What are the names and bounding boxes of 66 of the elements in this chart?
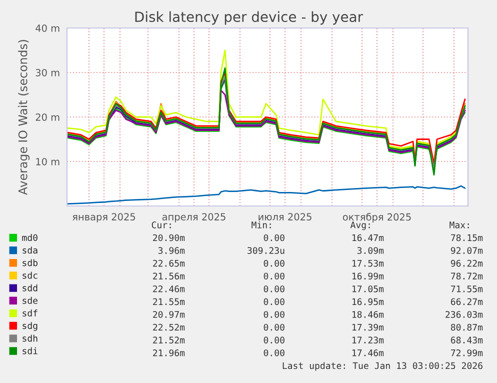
text: 16.99m bbox=[352, 272, 384, 280]
text: 0.00 bbox=[264, 260, 284, 267]
text: 72.99m bbox=[451, 349, 483, 356]
legend-label: sdb bbox=[22, 259, 38, 266]
text: 0.00 bbox=[264, 336, 284, 344]
text: 96.22m bbox=[450, 260, 483, 267]
text: 18.46m bbox=[352, 311, 384, 318]
text: 22.65m bbox=[153, 260, 185, 267]
line-series bbox=[67, 185, 466, 204]
text: 21.55m bbox=[153, 298, 185, 306]
text: 17.39m bbox=[352, 324, 384, 331]
text: 92.07m bbox=[450, 247, 483, 254]
legend-label: sde bbox=[22, 296, 38, 304]
text: 71.55m bbox=[451, 286, 483, 292]
text: Cur: bbox=[152, 222, 171, 228]
text: 0.00 bbox=[264, 324, 284, 331]
text: Min: bbox=[252, 221, 271, 228]
legend-label: sda bbox=[22, 246, 38, 254]
legend-label: sdd bbox=[22, 284, 38, 292]
y-tick-label: 30 m bbox=[36, 68, 60, 76]
text: 80.87m bbox=[450, 324, 483, 331]
text: 21.52m bbox=[153, 336, 185, 344]
text: 0.00 bbox=[264, 311, 284, 318]
text: 236.03m bbox=[446, 311, 483, 318]
text: 78.15m bbox=[451, 234, 483, 242]
y-tick-label: 40 m bbox=[36, 24, 60, 32]
y-axis-title: Average IO Wait (seconds) bbox=[18, 40, 30, 195]
text: 0.00 bbox=[264, 272, 284, 280]
text: 20.97m bbox=[153, 311, 185, 318]
text: 0.00 bbox=[264, 234, 284, 242]
x-tick-label: апреля 2025 bbox=[162, 213, 226, 222]
text: 3.09m bbox=[357, 247, 384, 254]
text: 17.53m bbox=[352, 260, 384, 267]
text: 0.00 bbox=[264, 285, 284, 292]
text: 0.00 bbox=[264, 349, 284, 356]
text: 21.96m bbox=[153, 349, 185, 356]
text: 3.96m bbox=[158, 247, 185, 254]
text: 17.05m bbox=[352, 285, 384, 292]
x-tick-label: июля 2025 bbox=[258, 213, 312, 220]
text: 17.23m bbox=[352, 336, 384, 344]
text: 309.23u bbox=[248, 247, 284, 254]
legend-label: sdg bbox=[22, 322, 38, 331]
text: Avg: bbox=[350, 222, 370, 230]
y-tick-label: 20 m bbox=[36, 113, 60, 121]
text: 68.43m bbox=[450, 336, 483, 344]
legend-label: sdi bbox=[22, 347, 38, 354]
text: 17.46m bbox=[352, 349, 384, 356]
chart-title: Disk latency per device - by year bbox=[135, 11, 364, 25]
legend-label: sdh bbox=[22, 334, 38, 342]
legend-label: sdf bbox=[22, 310, 38, 316]
text: 66.27m bbox=[450, 298, 483, 306]
text: 16.47m bbox=[352, 234, 384, 242]
text: 0.00 bbox=[264, 298, 284, 306]
legend-label: md0 bbox=[22, 234, 38, 242]
text: 16.95m bbox=[352, 298, 384, 306]
text: 22.52m bbox=[153, 324, 185, 331]
y-tick-label: 10 m bbox=[36, 158, 60, 166]
text: Last update: Tue Jan 13 03:00:25 2026 bbox=[282, 362, 482, 371]
legend-label: sdc bbox=[22, 272, 38, 279]
text: Max: bbox=[450, 222, 469, 228]
text: 21.56m bbox=[153, 272, 185, 280]
x-tick-label: января 2025 bbox=[72, 213, 136, 222]
text: 78.72m bbox=[451, 272, 483, 280]
text: 22.46m bbox=[153, 285, 185, 292]
text: 20.90m bbox=[153, 234, 185, 242]
x-tick-label: октября 2025 bbox=[342, 212, 411, 223]
